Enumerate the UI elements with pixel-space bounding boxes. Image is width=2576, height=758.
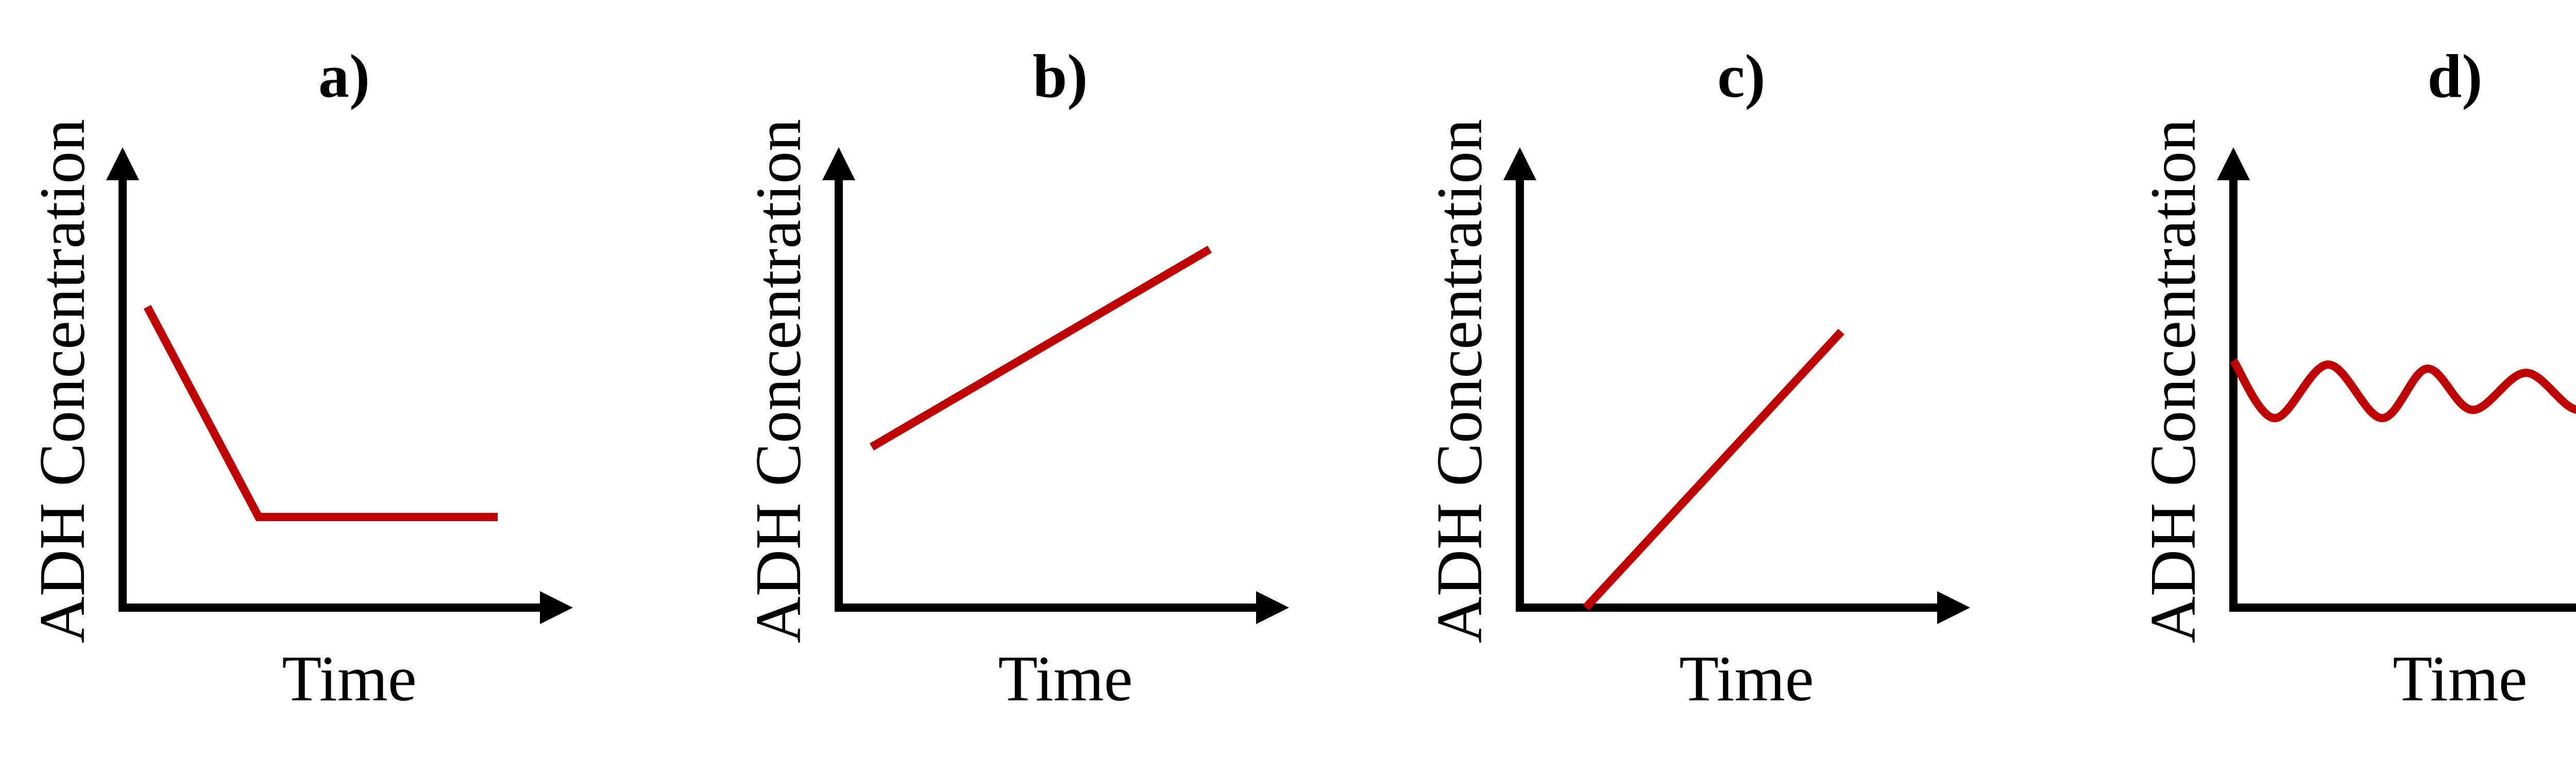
x-axis-label: Time: [2393, 643, 2527, 715]
series-line-1: [143, 305, 498, 521]
panel-title: c): [1717, 42, 1765, 110]
y-axis-label: ADH Concentration: [2138, 119, 2209, 643]
panel-1: a) Time ADH Concentration: [27, 42, 573, 715]
x-axis-label: Time: [1679, 643, 1814, 715]
panel-4: d) Time ADH Concentration: [2138, 42, 2576, 715]
panel-title: b): [1033, 42, 1088, 110]
y-axis-label: ADH Concentration: [27, 119, 98, 643]
x-axis-label: Time: [998, 643, 1132, 715]
y-axis-label: ADH Concentration: [743, 119, 815, 643]
panel-3: c) Time ADH Concentration: [1424, 42, 1970, 715]
series-line-1: [869, 246, 1212, 451]
x-axis-label: Time: [282, 643, 416, 715]
y-axis-label: ADH Concentration: [1424, 119, 1496, 643]
panel-title: d): [2428, 42, 2483, 110]
panel-2: b) Time ADH Concentration: [743, 42, 1289, 715]
series-line-1: [1583, 329, 1844, 611]
panel-title: a): [318, 42, 370, 110]
series-line-1: [2230, 358, 2576, 422]
